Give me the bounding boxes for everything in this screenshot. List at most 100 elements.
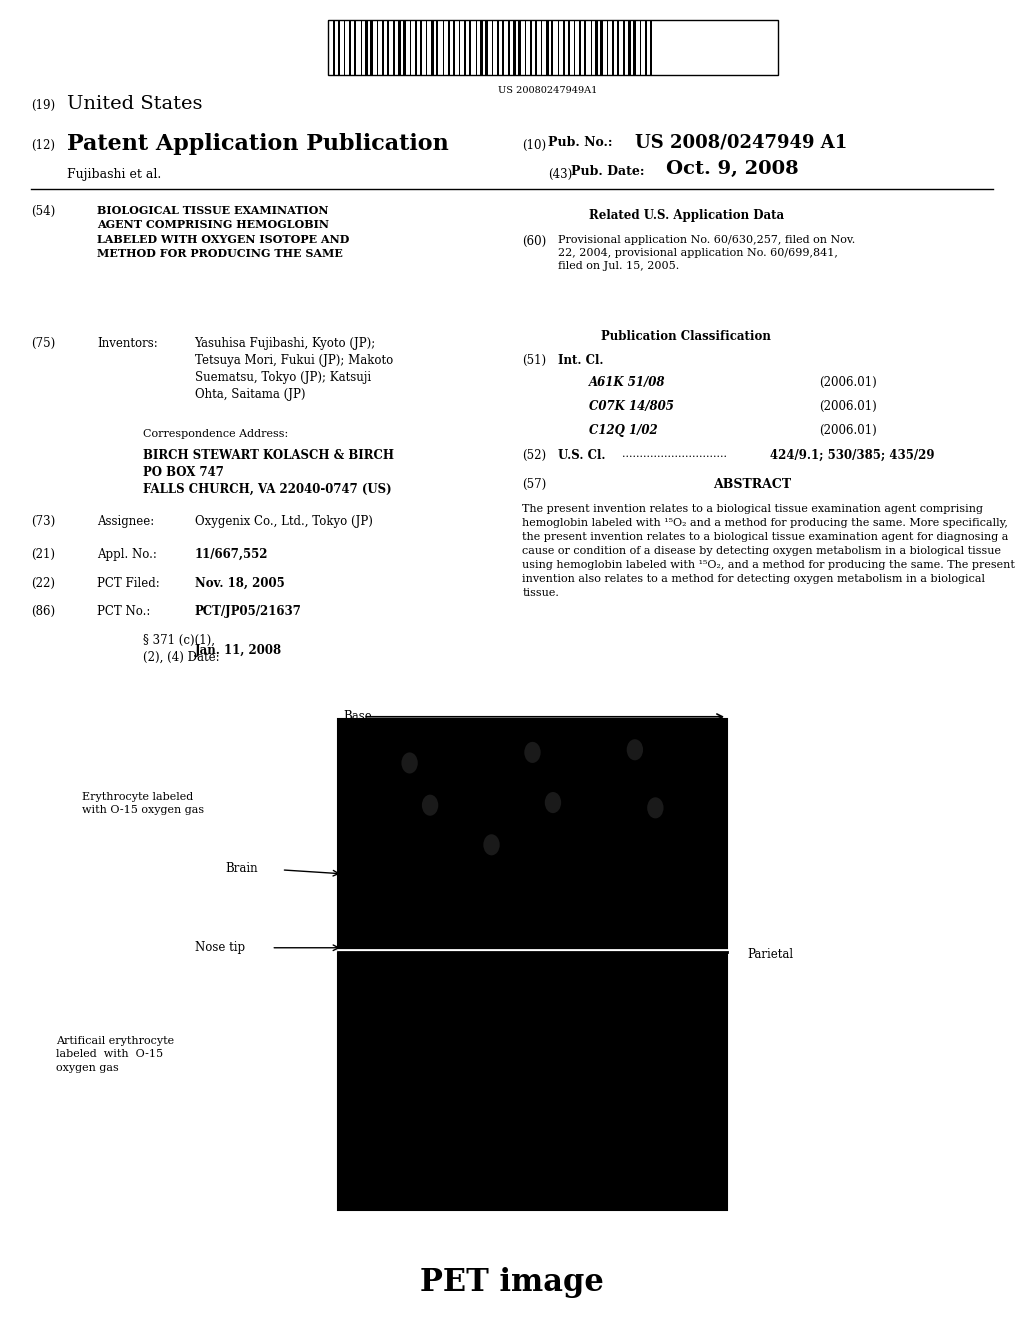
Bar (492, 20, 494, 75)
Bar (595, 20, 598, 75)
Bar (612, 20, 614, 75)
Text: US 20080247949A1: US 20080247949A1 (498, 86, 598, 95)
Bar (469, 20, 471, 75)
Text: (2006.01): (2006.01) (819, 424, 877, 437)
Text: (73): (73) (31, 515, 55, 528)
Bar (485, 20, 487, 75)
Circle shape (422, 795, 438, 816)
Text: (60): (60) (522, 235, 547, 248)
Bar (377, 20, 378, 75)
Text: United States: United States (67, 95, 202, 114)
Text: ABSTRACT: ABSTRACT (714, 478, 792, 491)
Text: Brain: Brain (225, 862, 258, 875)
Bar (371, 20, 373, 75)
Text: (57): (57) (522, 478, 547, 491)
Text: A61K 51/08: A61K 51/08 (589, 376, 666, 389)
Bar (410, 20, 411, 75)
Text: Fujibashi et al.: Fujibashi et al. (67, 168, 161, 181)
Bar (349, 20, 351, 75)
Circle shape (483, 834, 500, 855)
Text: Nose tip: Nose tip (195, 941, 245, 954)
Text: The present invention relates to a biological tissue examination agent comprisin: The present invention relates to a biolo… (522, 504, 1015, 598)
Text: Appl. No.:: Appl. No.: (97, 548, 157, 561)
Text: BIRCH STEWART KOLASCH & BIRCH
PO BOX 747
FALLS CHURCH, VA 22040-0747 (US): BIRCH STEWART KOLASCH & BIRCH PO BOX 747… (143, 449, 394, 496)
Bar (513, 20, 516, 75)
Bar (338, 953, 727, 1210)
Bar (453, 20, 455, 75)
Text: 11/667,552: 11/667,552 (195, 548, 268, 561)
Text: (86): (86) (31, 605, 55, 618)
Text: Oxygenix Co., Ltd., Tokyo (JP): Oxygenix Co., Ltd., Tokyo (JP) (195, 515, 373, 528)
Text: Publication Classification: Publication Classification (601, 330, 771, 343)
Bar (447, 20, 450, 75)
Text: Oct. 9, 2008: Oct. 9, 2008 (666, 160, 799, 178)
Bar (480, 20, 482, 75)
Bar (459, 20, 460, 75)
Bar (354, 20, 356, 75)
Bar (360, 20, 361, 75)
Bar (624, 20, 625, 75)
Bar (518, 20, 520, 75)
Text: Yasuhisa Fujibashi, Kyoto (JP);
Tetsuya Mori, Fukui (JP); Makoto
Suematsu, Tokyo: Yasuhisa Fujibashi, Kyoto (JP); Tetsuya … (195, 337, 393, 400)
Bar (645, 20, 647, 75)
Text: PCT/JP05/21637: PCT/JP05/21637 (195, 605, 301, 618)
Text: (2006.01): (2006.01) (819, 376, 877, 389)
Text: Base: Base (343, 710, 372, 723)
Circle shape (545, 792, 561, 813)
Bar (338, 20, 340, 75)
Text: (54): (54) (31, 205, 55, 218)
Bar (616, 20, 620, 75)
Text: Erythrocyte labeled
with O-15 oxygen gas: Erythrocyte labeled with O-15 oxygen gas (82, 792, 204, 816)
Text: (52): (52) (522, 449, 547, 462)
Bar (497, 20, 500, 75)
Text: (22): (22) (31, 577, 54, 590)
Text: (51): (51) (522, 354, 547, 367)
Text: Assignee:: Assignee: (97, 515, 155, 528)
Text: U.S. Cl.: U.S. Cl. (558, 449, 605, 462)
Bar (464, 20, 466, 75)
Text: Patent Application Publication: Patent Application Publication (67, 133, 449, 156)
Bar (607, 20, 608, 75)
Bar (502, 20, 504, 75)
Bar (546, 20, 549, 75)
Bar (640, 20, 641, 75)
Bar (584, 20, 587, 75)
Bar (562, 20, 565, 75)
Bar (328, 20, 778, 75)
Text: Provisional application No. 60/630,257, filed on Nov.
22, 2004, provisional appl: Provisional application No. 60/630,257, … (558, 235, 855, 272)
Circle shape (627, 739, 643, 760)
Text: C12Q 1/02: C12Q 1/02 (589, 424, 657, 437)
Bar (591, 20, 592, 75)
Bar (387, 20, 389, 75)
Bar (328, 20, 329, 75)
Text: Related U.S. Application Data: Related U.S. Application Data (589, 209, 783, 222)
Bar (649, 20, 652, 75)
Circle shape (401, 752, 418, 774)
Text: Pub. Date:: Pub. Date: (571, 165, 645, 178)
Bar (535, 20, 537, 75)
Bar (551, 20, 553, 75)
Bar (542, 20, 543, 75)
Text: Pub. No.:: Pub. No.: (548, 136, 612, 149)
Text: Nov. 18, 2005: Nov. 18, 2005 (195, 577, 285, 590)
Text: BIOLOGICAL TISSUE EXAMINATION
AGENT COMPRISING HEMOGLOBIN
LABELED WITH OXYGEN IS: BIOLOGICAL TISSUE EXAMINATION AGENT COMP… (97, 205, 349, 260)
Text: Inventors:: Inventors: (97, 337, 158, 350)
Text: (19): (19) (31, 99, 55, 112)
Bar (508, 20, 510, 75)
Circle shape (647, 797, 664, 818)
Bar (574, 20, 575, 75)
Bar (629, 20, 631, 75)
Bar (442, 20, 443, 75)
Bar (382, 20, 384, 75)
Bar (436, 20, 438, 75)
Text: ..............................: .............................. (622, 449, 727, 459)
Bar (558, 20, 559, 75)
Bar (579, 20, 582, 75)
Text: Jan. 11, 2008: Jan. 11, 2008 (195, 644, 282, 657)
Text: Int. Cl.: Int. Cl. (558, 354, 603, 367)
Bar (529, 20, 532, 75)
Text: (75): (75) (31, 337, 55, 350)
Text: PCT Filed:: PCT Filed: (97, 577, 160, 590)
Text: (43): (43) (548, 168, 572, 181)
Bar (398, 20, 400, 75)
